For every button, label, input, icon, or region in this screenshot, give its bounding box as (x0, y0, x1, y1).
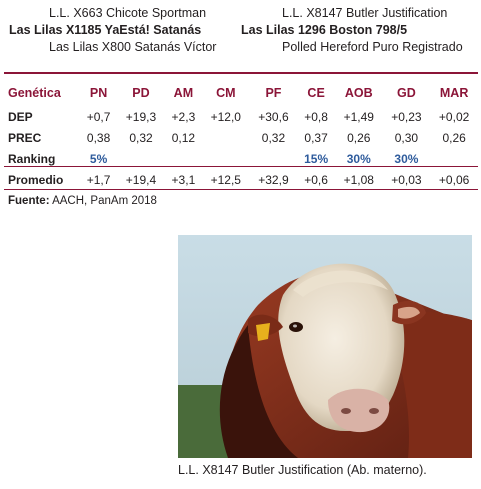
column-header: MAR (439, 86, 469, 100)
source-label: Fuente: (8, 195, 50, 207)
table-cell: +0,8 (304, 109, 328, 124)
row-label: DEP (8, 109, 33, 124)
table-cell: +0,02 (438, 109, 470, 124)
row-label: Ranking (8, 151, 56, 166)
table-header-row: Genética PN PD AM CM PF CE AOB GD MAR (4, 80, 478, 106)
table-cell: +32,9 (258, 173, 289, 187)
table-cell (202, 127, 250, 148)
table-cell: +2,3 (171, 109, 196, 124)
table-cell: 0,30 (394, 130, 419, 145)
dam-sire-name: L.L. X8147 Butler Justification (282, 6, 448, 20)
table-cell: 0,12 (171, 130, 196, 145)
column-header: CE (307, 86, 325, 100)
table-cell: 0,32 (129, 130, 153, 145)
table-row-promedio: Promedio +1,7 +19,4 +3,1 +12,5 +32,9 +0,… (4, 169, 478, 191)
dam-dam-name: Polled Hereford Puro Registrado (282, 40, 463, 54)
photo-caption: L.L. X8147 Butler Justification (Ab. mat… (178, 463, 427, 477)
table-cell: +0,03 (391, 173, 422, 187)
table-cell: +0,7 (86, 109, 111, 124)
table-cell: +0,6 (304, 173, 328, 187)
row-label: PREC (8, 130, 42, 145)
table-mid-rule (4, 166, 478, 167)
table-cell: +12,5 (210, 173, 241, 187)
table-cell: 0,32 (261, 130, 286, 145)
table-row-ranking: Ranking 5% 15% 30% 30% (4, 148, 478, 169)
table-cell: +19,4 (125, 173, 157, 187)
table-top-rule (4, 72, 478, 74)
header-label: Genética (8, 86, 61, 100)
table-row-dep: DEP +0,7 +19,3 +2,3 +12,0 +30,6 +0,8 +1,… (4, 106, 478, 127)
sire-dam-name: Las Lilas X800 Satanás Víctor (49, 40, 217, 54)
table-cell: 15% (304, 151, 329, 166)
bull-photo-illustration (178, 235, 472, 458)
column-header: AOB (344, 86, 373, 100)
row-label: Promedio (8, 173, 64, 187)
sire-sire-name: L.L. X663 Chicote Sportman (49, 6, 207, 20)
table-cell: 0,26 (442, 130, 466, 145)
column-header: GD (397, 86, 416, 100)
table-cell: +0,23 (391, 109, 422, 124)
table-row-prec: PREC 0,38 0,32 0,12 0,32 0,37 0,26 0,30 … (4, 127, 478, 148)
source-note: Fuente: AACH, PanAm 2018 (8, 195, 157, 207)
table-cell: +1,08 (343, 173, 374, 187)
column-header: PN (89, 86, 108, 100)
table-cell: +12,0 (210, 109, 241, 124)
source-text: AACH, PanAm 2018 (52, 195, 157, 207)
table-cell: 30% (394, 151, 419, 166)
column-header: PF (265, 86, 282, 100)
table-cell: +0,06 (438, 173, 470, 187)
table-cell (202, 148, 250, 169)
table-cell (165, 148, 202, 169)
table-cell: +3,1 (171, 173, 196, 187)
column-header: CM (216, 86, 236, 100)
table-cell: 5% (89, 151, 108, 166)
sire-name: Las Lilas X1185 YaEstá! Satanás (9, 23, 202, 37)
table-cell (430, 148, 478, 169)
dam-name: Las Lilas 1296 Boston 798/5 (241, 23, 408, 37)
table-cell: 30% (346, 151, 371, 166)
genetics-table: Genética PN PD AM CM PF CE AOB GD MAR DE… (4, 80, 478, 191)
table-cell: 0,37 (304, 130, 328, 145)
column-header: AM (173, 86, 194, 100)
table-cell: +19,3 (125, 109, 157, 124)
table-cell: 0,26 (347, 130, 371, 145)
table-cell (117, 148, 165, 169)
table-cell: +30,6 (258, 109, 289, 124)
table-cell: +1,7 (86, 173, 111, 187)
table-cell (250, 148, 298, 169)
column-header: PD (132, 86, 150, 100)
table-cell: +1,49 (343, 109, 374, 124)
table-bottom-rule (4, 189, 478, 190)
bull-photo (178, 235, 472, 458)
table-cell: 0,38 (86, 130, 111, 145)
